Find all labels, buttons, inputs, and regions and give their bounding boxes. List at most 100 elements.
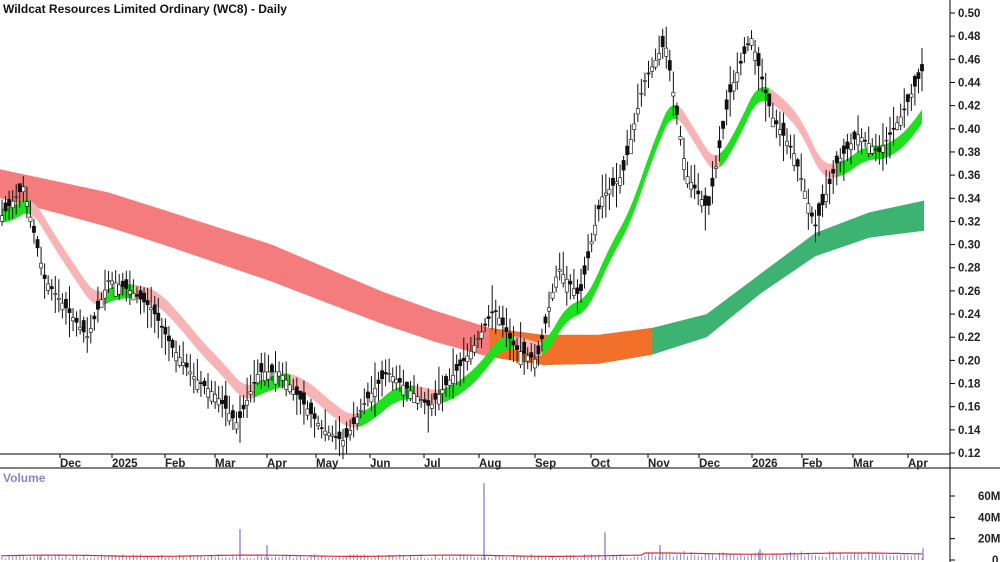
y-tick-label: 0.32 [958,216,980,228]
price-candle [827,178,832,184]
price-candle [106,280,111,282]
price-candle [85,336,90,339]
price-candle [685,176,690,185]
price-candle [159,325,164,328]
price-candle [706,196,711,206]
price-candle [554,276,559,288]
price-candle [646,72,651,75]
price-candle [529,352,534,358]
price-candle [199,382,203,384]
price-candle [191,376,196,380]
price-candle [756,53,761,66]
price-candle [419,399,424,401]
price-candle [355,416,360,425]
y-tick-label: 0.36 [958,170,980,182]
price-candle [841,145,846,154]
price-candle [188,371,193,375]
vol-tick-label: 20M [978,534,1000,546]
price-candle [682,158,686,170]
price-candle [309,402,313,415]
x-tick-label: May [316,458,339,470]
price-candle [735,72,740,83]
price-candle [117,284,122,295]
x-tick-label: Sep [535,458,556,470]
y-tick-label: 0.24 [958,309,981,321]
price-candle [223,395,228,409]
price-candle [167,335,171,342]
price-candle [429,403,434,409]
price-candle [525,355,530,362]
price-candle [7,199,12,207]
price-candle [330,434,335,437]
price-candle [912,76,917,87]
x-tick-label: Mar [215,458,236,470]
y-tick-label: 0.22 [958,332,980,344]
price-candle [113,282,118,297]
price-candle [245,400,249,406]
short-term-band-down [289,373,358,428]
x-tick-label: Oct [591,458,610,470]
price-candle [348,430,353,436]
price-candle [863,139,868,142]
price-candle [543,316,548,324]
price-candle [845,141,850,149]
x-tick-label: Apr [267,458,287,470]
volume-panel-title: Volume [3,471,46,485]
price-candle [362,403,367,405]
price-candle [234,422,239,430]
price-candle [806,203,811,214]
price-candle [262,371,267,382]
price-candle [628,139,633,155]
price-candle [675,105,679,115]
price-candle [333,436,338,438]
price-candle [401,384,406,396]
price-candle [305,408,310,416]
price-candle [88,328,93,333]
price-candle [248,391,253,395]
price-candle [184,362,189,368]
price-candle [540,335,544,339]
price-candle [96,300,100,310]
price-candle [476,338,480,341]
short-term-band-up [357,385,414,428]
price-candle [490,311,495,314]
price-candle [877,146,882,152]
price-candle [596,205,601,210]
short-term-band-down [30,200,105,305]
x-tick-label: 2026 [752,458,778,470]
price-candle [302,392,306,405]
price-candle [603,192,608,196]
price-candle [721,121,725,129]
price-candle [124,279,129,290]
price-candle [67,308,72,314]
price-candle [32,225,36,233]
price-candle [46,283,51,291]
price-candle [465,355,470,362]
price-candle [53,293,58,295]
price-candle [266,371,271,380]
price-candle [809,212,814,217]
price-candle [824,193,828,202]
price-candle [664,47,669,57]
price-candle [920,64,924,72]
price-candle [422,399,427,403]
price-candle [593,224,598,236]
y-tick-label: 0.34 [958,193,981,205]
price-candle [511,340,516,346]
price-candle [99,299,104,308]
price-candle [170,340,175,348]
price-candle [763,89,768,93]
price-candle [227,412,232,422]
price-candle [216,398,221,406]
price-candle [358,409,363,412]
y-tick-label: 0.50 [958,8,980,20]
price-candle [390,376,395,383]
x-tick-label: Feb [802,458,822,470]
chart-title: Wildcat Resources Limited Ordinary (WC8)… [3,2,287,16]
x-tick-label: Jun [370,458,390,470]
price-candle [337,431,342,440]
price-candle [81,320,86,333]
price-candle [660,35,665,48]
price-candle [316,423,321,427]
price-candle [426,400,431,406]
